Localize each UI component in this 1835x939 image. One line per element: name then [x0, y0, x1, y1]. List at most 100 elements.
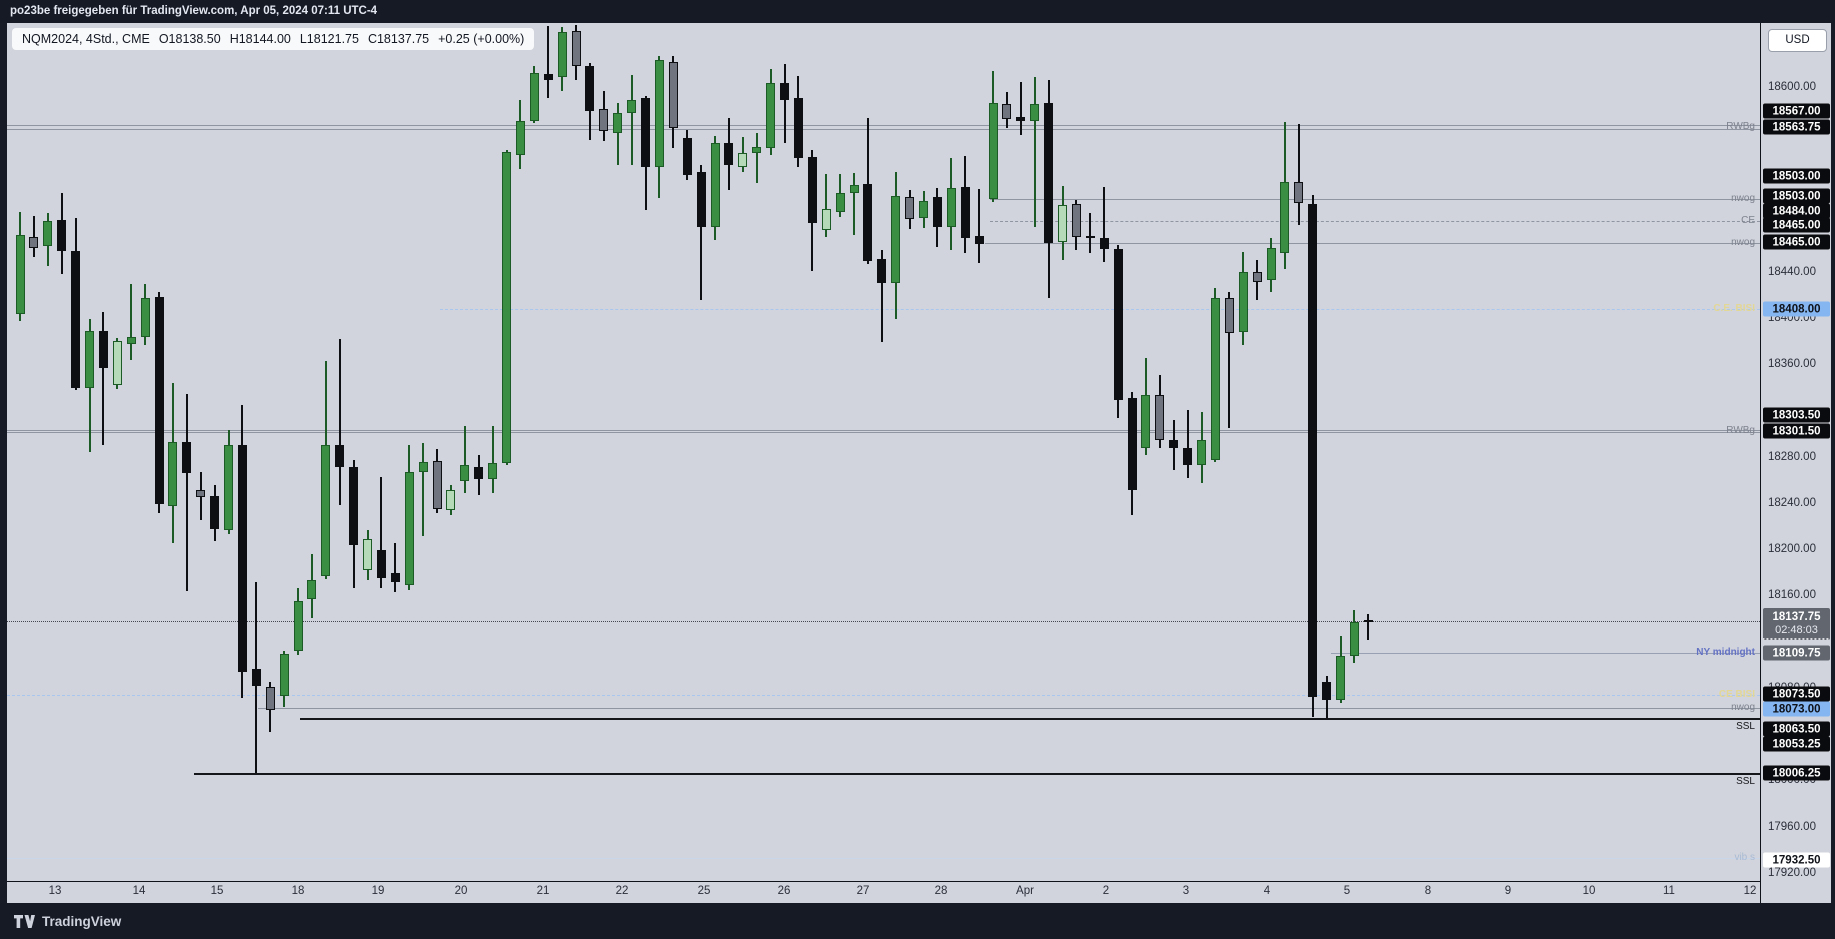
- candle: [932, 197, 942, 228]
- candle: [710, 143, 720, 228]
- candle: [641, 98, 650, 167]
- price-axis[interactable]: USD 18600.00 18440.00 18400.00 18360.00 1828…: [1760, 23, 1831, 903]
- price-level-line: [990, 221, 1760, 222]
- candle: [98, 331, 108, 369]
- tradingview-logo[interactable]: TradingView: [14, 914, 121, 929]
- usd-button[interactable]: USD: [1768, 29, 1827, 52]
- time-tick: 12: [1743, 885, 1757, 897]
- candle: [1224, 297, 1234, 334]
- candle: [126, 337, 136, 344]
- candle: [668, 61, 678, 128]
- candle: [43, 221, 53, 246]
- candle: [585, 65, 595, 111]
- candle-wick: [491, 426, 494, 494]
- candle-wick: [1186, 409, 1189, 479]
- footer-bar: TradingView: [0, 903, 1835, 939]
- time-tick: 20: [454, 885, 468, 897]
- candle-wick: [394, 543, 397, 592]
- candle: [71, 251, 81, 388]
- candle: [515, 121, 525, 156]
- price-axis-label: 18073.50: [1763, 686, 1830, 702]
- price-tick: 18160.00: [1768, 589, 1816, 602]
- candle: [1058, 204, 1067, 243]
- candle: [460, 465, 470, 481]
- time-tick: 21: [536, 885, 550, 897]
- candle: [1113, 249, 1123, 401]
- ohlc-open: O18138.50: [158, 32, 221, 46]
- candle-wick: [1019, 82, 1022, 135]
- time-tick: 13: [48, 885, 62, 897]
- candle: [1252, 271, 1262, 282]
- candle: [807, 156, 817, 223]
- candle-wick: [338, 338, 341, 505]
- time-tick: 2: [1102, 885, 1110, 897]
- price-axis-label: 17932.50: [1763, 852, 1830, 868]
- price-level-line: [7, 621, 1760, 623]
- candle: [29, 236, 39, 249]
- candle: [1266, 247, 1276, 280]
- time-axis[interactable]: 13 14 15 18 19 20 21 22 25 26 27 28 Apr 2 3 4 5 8 9 10 11 12: [7, 881, 1760, 903]
- candle: [877, 259, 887, 283]
- symbol-title: NQM2024, 4Std., CME: [22, 32, 150, 46]
- candle: [404, 472, 414, 585]
- candle-wick: [380, 476, 383, 588]
- candle: [224, 444, 233, 531]
- candle: [210, 496, 220, 529]
- time-tick: 26: [777, 885, 791, 897]
- candle: [946, 188, 956, 228]
- price-axis-label: 18465.00: [1763, 217, 1830, 233]
- price-tick: 18200.00: [1768, 543, 1816, 556]
- price-axis-label: 18484.00: [1763, 203, 1830, 219]
- price-level-line: [7, 429, 1760, 431]
- candle: [752, 147, 762, 153]
- price-axis-label: 18006.25: [1763, 765, 1830, 781]
- candle-wick: [1228, 292, 1231, 429]
- candle: [1155, 394, 1165, 440]
- candle: [1308, 204, 1318, 698]
- ohlc-high: H18144.00: [229, 32, 291, 46]
- candle: [321, 444, 331, 576]
- candle: [112, 340, 122, 386]
- candle-wick: [825, 173, 828, 237]
- candle-wick: [102, 312, 105, 445]
- time-tick: 22: [615, 885, 629, 897]
- price-tick: 17960.00: [1768, 820, 1816, 833]
- candle: [529, 73, 539, 121]
- price-level-line: [7, 858, 1760, 860]
- candle: [363, 539, 372, 570]
- candle: [738, 152, 748, 168]
- candle: [919, 201, 928, 219]
- candle: [988, 102, 998, 200]
- symbol-legend[interactable]: NQM2024, 4Std., CME O18138.50 H18144.00 …: [12, 28, 535, 50]
- candle-wick: [1089, 212, 1092, 254]
- time-tick: 10: [1582, 885, 1596, 897]
- candle-wick: [853, 173, 855, 235]
- candle: [376, 550, 386, 578]
- candle-wick: [422, 442, 425, 536]
- candle: [1099, 238, 1109, 250]
- candle: [390, 573, 400, 583]
- price-level-line: [1331, 653, 1760, 655]
- price-axis-label: 18109.75: [1763, 645, 1830, 661]
- candle-wick: [130, 284, 133, 360]
- candle: [251, 669, 261, 686]
- candle-wick: [616, 102, 619, 165]
- price-level-line: [7, 125, 1760, 127]
- candle: [432, 461, 442, 509]
- candle: [349, 467, 359, 546]
- candle: [1169, 440, 1179, 449]
- price-axis-label: 18503.00: [1763, 188, 1830, 204]
- candle: [168, 442, 178, 507]
- candle-wick: [32, 216, 35, 257]
- price-tick: 18600.00: [1768, 81, 1816, 93]
- watermark-text: po23be freigegeben für TradingView.com, …: [10, 5, 378, 17]
- line-label: RWBg: [1726, 424, 1755, 436]
- candle: [766, 83, 776, 148]
- candle: [1280, 182, 1290, 254]
- price-level-line: [7, 431, 1760, 433]
- time-tick: 27: [856, 885, 870, 897]
- chart-plot[interactable]: NQM2024, 4Std., CME O18138.50 H18144.00 …: [7, 23, 1760, 881]
- line-label: RWBg: [1726, 120, 1755, 132]
- candle-wick: [185, 394, 188, 591]
